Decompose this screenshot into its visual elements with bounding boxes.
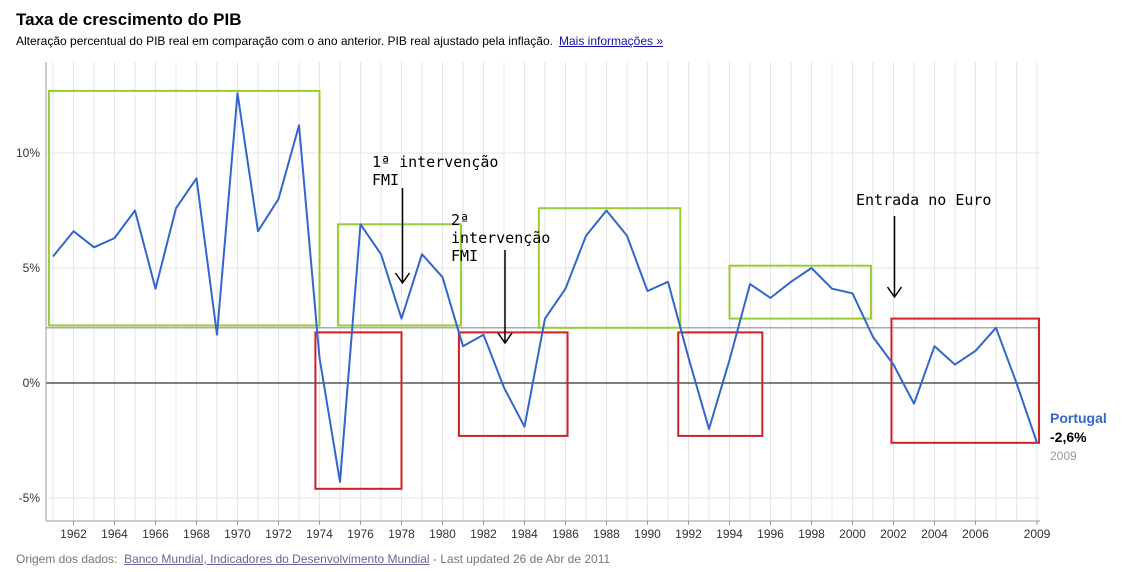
recession-period-box	[314, 331, 403, 490]
growth-period-box	[336, 223, 462, 327]
x-tick-label: 2006	[962, 527, 989, 541]
chart-title: Taxa de crescimento do PIB	[16, 10, 242, 29]
x-tick-label: 1968	[183, 527, 210, 541]
annotation-line: FMI	[451, 247, 478, 265]
recession-period-box	[890, 317, 1041, 444]
subtitle-text: Alteração percentual do PIB real em comp…	[16, 34, 553, 48]
growth-period-box	[537, 207, 682, 329]
x-tick-label: 1972	[265, 527, 292, 541]
annotation-line: 1ª intervenção	[372, 153, 498, 171]
series-last-value: -2,6%	[1050, 429, 1087, 445]
last-updated: - Last updated 26 de Abr de 2011	[429, 552, 611, 566]
annotation-text: 2ª intervenção FMI	[451, 211, 550, 265]
x-tick-label: 1998	[798, 527, 825, 541]
y-tick-label: 10%	[16, 146, 40, 160]
x-tick-label: 2009	[1024, 527, 1051, 541]
annotation-line: 2ª	[451, 211, 469, 229]
x-tick-label: 1978	[388, 527, 415, 541]
x-tick-label: 1992	[675, 527, 702, 541]
annotation-line: intervenção	[451, 229, 550, 247]
chart-subtitle: Alteração percentual do PIB real em comp…	[16, 34, 663, 48]
annotation-text: 1ª intervenção FMI	[372, 153, 498, 189]
x-tick-label: 1990	[634, 527, 661, 541]
data-source: Origem dos dados: Banco Mundial, Indicad…	[16, 552, 610, 566]
annotation-line: Entrada no Euro	[856, 191, 991, 209]
x-tick-label: 1994	[716, 527, 743, 541]
y-tick-label: 0%	[23, 376, 41, 390]
x-tick-label: 1996	[757, 527, 784, 541]
annotation-line: FMI	[372, 171, 399, 189]
x-tick-label: 1982	[470, 527, 497, 541]
y-tick-label: 5%	[23, 261, 41, 275]
x-tick-label: 1976	[347, 527, 374, 541]
series-last-year: 2009	[1050, 449, 1077, 463]
series-line-portugal	[52, 92, 1038, 483]
x-tick-label: 1974	[306, 527, 333, 541]
x-tick-label: 1988	[593, 527, 620, 541]
annotation-arrowhead	[394, 272, 411, 285]
annotation-text: Entrada no Euro	[856, 191, 991, 209]
x-tick-label: 1964	[101, 527, 128, 541]
recession-period-box	[457, 331, 569, 437]
x-tick-label: 1970	[224, 527, 251, 541]
growth-period-box	[47, 89, 321, 327]
source-link[interactable]: Banco Mundial, Indicadores do Desenvolvi…	[124, 552, 430, 566]
x-tick-label: 1984	[511, 527, 538, 541]
annotation-arrowhead	[497, 332, 513, 345]
x-tick-label: 1962	[60, 527, 87, 541]
growth-period-box	[728, 264, 872, 320]
x-tick-label: 1966	[142, 527, 169, 541]
x-tick-label: 1980	[429, 527, 456, 541]
recession-period-box	[677, 331, 764, 437]
x-tick-label: 2004	[921, 527, 948, 541]
annotation-arrowhead	[886, 286, 903, 299]
series-country-label: Portugal	[1050, 410, 1107, 426]
x-tick-label: 2002	[880, 527, 907, 541]
more-info-link[interactable]: Mais informações »	[558, 34, 664, 48]
y-tick-label: -5%	[19, 491, 41, 505]
x-tick-label: 2000	[839, 527, 866, 541]
x-tick-label: 1986	[552, 527, 579, 541]
source-label: Origem dos dados:	[16, 552, 118, 566]
